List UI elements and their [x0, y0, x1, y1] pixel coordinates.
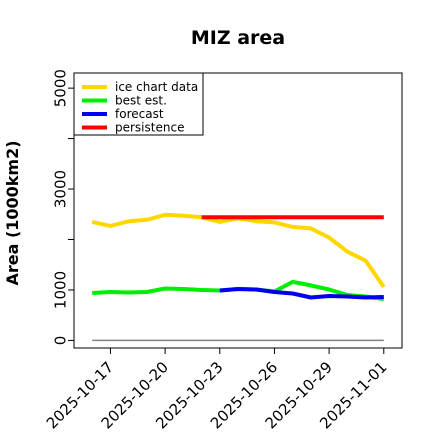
- y-tick-label: 1000: [52, 271, 70, 309]
- y-axis-label: Area (1000km2): [3, 140, 22, 285]
- series-line-forecast: [219, 287, 384, 300]
- legend-label: best est.: [115, 94, 167, 108]
- legend-box: [73, 72, 204, 136]
- legend-label: persistence: [115, 121, 184, 135]
- y-tick-label: 0: [52, 336, 70, 346]
- chart-title: MIZ area: [191, 27, 285, 49]
- legend-label: ice chart data: [115, 80, 198, 94]
- series-layer: [91, 212, 386, 342]
- plot-frame: [73, 72, 403, 349]
- legend-label: forecast: [115, 107, 164, 121]
- y-tick-label: 5000: [52, 69, 70, 107]
- y-tick-label: 3000: [52, 170, 70, 208]
- y-axis: 0 1000 3000 5000: [52, 69, 74, 346]
